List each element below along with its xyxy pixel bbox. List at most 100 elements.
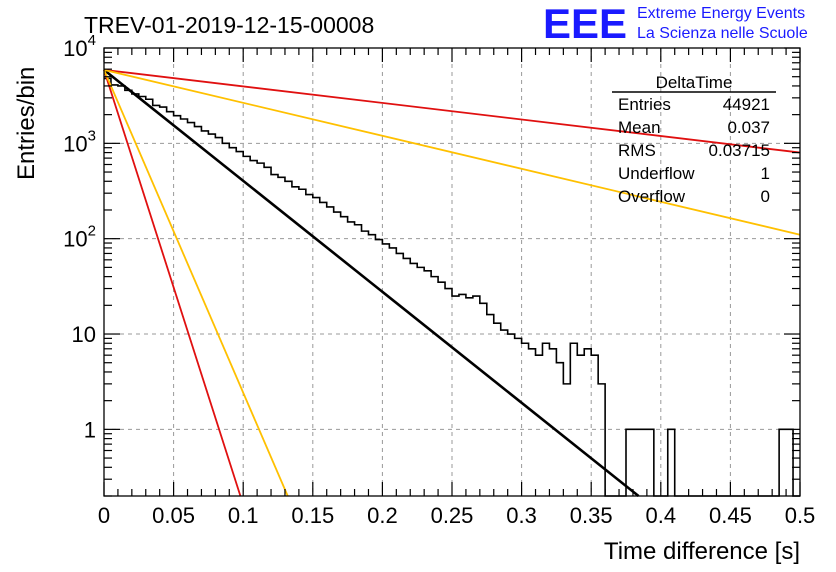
y-axis-label: Entries/bin [13, 67, 40, 180]
histogram-bin [584, 349, 591, 496]
x-axis-label: Time difference [s] [604, 538, 800, 565]
histogram-bin [591, 355, 598, 496]
histogram-bin [118, 86, 125, 496]
x-tick-labels: 0 0.05 0.1 0.15 0.2 0.25 0.3 0.35 0.4 0.45 0.5 [98, 503, 815, 528]
x-tick-label: 0.2 [367, 503, 398, 528]
histogram-bin [431, 277, 438, 496]
histogram-outline [104, 77, 800, 497]
x-tick-label: 0.35 [570, 503, 613, 528]
stats-value: 0.037 [727, 118, 770, 137]
histogram-bin [188, 123, 195, 496]
histogram-bin [111, 85, 118, 496]
histogram-bin [577, 355, 584, 496]
logo-mark: EEE [543, 0, 627, 47]
histogram-bin [229, 148, 236, 496]
stats-box: DeltaTime Entries 44921 Mean 0.037 RMS 0.0371… [612, 73, 776, 206]
stats-value: 0.03715 [709, 141, 770, 160]
y-tick-label: 104 [63, 32, 96, 61]
histogram-bin [459, 294, 466, 496]
histogram-bin [146, 99, 153, 496]
x-tick-label: 0.1 [228, 503, 259, 528]
histogram-bin [278, 177, 285, 496]
histogram-bin [424, 271, 431, 496]
histogram-bin [480, 303, 487, 496]
stats-label: Overflow [618, 187, 686, 206]
histogram-bin [466, 298, 473, 496]
histogram-bin [515, 338, 522, 496]
histogram-bin [417, 267, 424, 496]
logo-line-1: Extreme Energy Events [637, 5, 805, 22]
histogram-bin [633, 429, 640, 496]
stats-label: Underflow [618, 164, 695, 183]
logo-line-2: La Scienza nelle Scuole [637, 25, 808, 42]
histogram-bin [285, 181, 292, 496]
x-tick-label: 0.05 [152, 503, 195, 528]
histogram-bin [522, 343, 529, 496]
histogram-bin [194, 127, 201, 496]
histogram-bin [529, 349, 536, 496]
axis-ticks [103, 47, 801, 497]
histogram-bin [167, 112, 174, 496]
histogram-bin [389, 248, 396, 496]
stats-title: DeltaTime [656, 73, 733, 92]
histogram-bin [160, 107, 167, 496]
stats-value: 1 [761, 164, 770, 183]
stats-value: 44921 [723, 95, 770, 114]
histogram-bin [501, 330, 508, 496]
y-tick-label: 10 [72, 322, 96, 347]
x-tick-label: 0.4 [646, 503, 677, 528]
stats-label: Mean [618, 118, 661, 137]
histogram-bin [549, 349, 556, 496]
histogram-bin [236, 152, 243, 496]
x-tick-label: 0.15 [291, 503, 334, 528]
fit-lines [103, 68, 801, 498]
histogram-bin [570, 343, 577, 496]
histogram-bin [292, 187, 299, 496]
histogram-bin [452, 296, 459, 496]
histogram-bin [556, 363, 563, 496]
histogram-bin [438, 282, 445, 496]
histogram-bin [473, 296, 480, 496]
histogram-bin [306, 195, 313, 496]
histogram-bin [536, 355, 543, 496]
histogram-bin [508, 334, 515, 496]
stats-label: Entries [618, 95, 671, 114]
histogram-bin [487, 315, 494, 496]
y-tick-labels: 1 10 102 103 104 [63, 32, 96, 442]
stats-value: 0 [761, 187, 770, 206]
chart-title: TREV-01-2019-12-15-00008 [84, 12, 374, 38]
fit-line-3 [103, 68, 801, 236]
histogram-bin [181, 119, 188, 496]
histogram-bin [368, 235, 375, 496]
eee-logo: EEE Extreme Energy Events La Scienza nel… [543, 0, 808, 47]
histogram-bin [355, 225, 362, 496]
x-tick-label: 0.25 [431, 503, 474, 528]
histogram-bin [215, 138, 222, 496]
histogram-bin [494, 323, 501, 496]
histogram-bin [640, 429, 647, 496]
histogram-bin [382, 244, 389, 496]
histogram-bin [647, 429, 654, 496]
fit-line-1 [103, 68, 640, 498]
fit-line-4 [103, 69, 242, 497]
histogram [104, 77, 800, 497]
histogram-bin [396, 253, 403, 496]
histogram-bin [668, 429, 675, 496]
histogram-bin [153, 105, 160, 496]
histogram-bin [264, 167, 271, 496]
y-tick-label: 103 [63, 127, 96, 156]
histogram-bin [375, 240, 382, 496]
histogram-bin [786, 429, 793, 496]
histogram-bin [299, 189, 306, 496]
histogram-bin [403, 258, 410, 496]
fit-line-5 [103, 69, 289, 497]
histogram-bin [598, 384, 605, 496]
y-tick-label: 1 [84, 417, 96, 442]
histogram-bin [250, 161, 257, 496]
stats-label: RMS [618, 141, 656, 160]
y-tick-label: 102 [63, 223, 96, 252]
histogram-bin [348, 222, 355, 496]
x-tick-label: 0.5 [785, 503, 816, 528]
x-tick-label: 0.3 [506, 503, 537, 528]
